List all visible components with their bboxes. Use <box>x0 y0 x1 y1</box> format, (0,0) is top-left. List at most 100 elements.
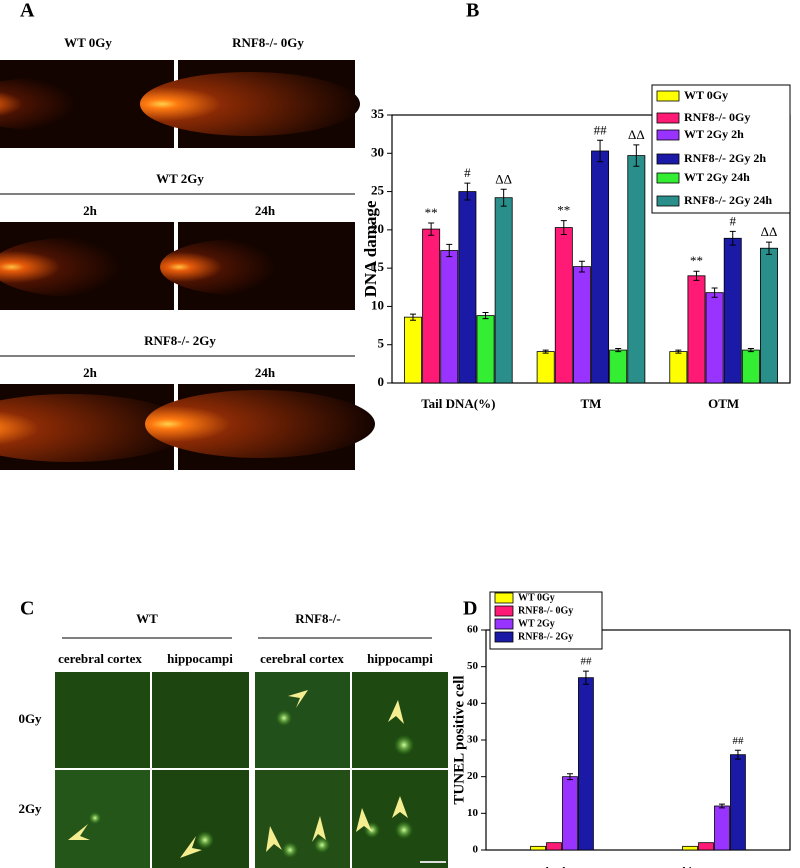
legend-label: RNF8-/- 2Gy 2h <box>684 151 766 165</box>
bar <box>536 351 555 384</box>
significance-label: ΔΔ <box>761 224 778 239</box>
panel-label: D <box>463 598 477 620</box>
group-label: WT 2Gy <box>156 171 204 186</box>
bar <box>422 228 441 384</box>
legend-label: WT 2Gy <box>518 618 555 629</box>
legend-label: WT 0Gy <box>518 592 555 603</box>
bar <box>669 351 688 384</box>
bar <box>730 754 746 851</box>
error-bar <box>693 270 700 281</box>
bar <box>760 247 778 384</box>
y-tick-label: 30 <box>371 144 384 159</box>
significance-label: ** <box>690 253 703 268</box>
column-label: 2h <box>83 365 98 380</box>
legend-label: RNF8-/- 0Gy <box>518 605 573 616</box>
legend-swatch <box>494 592 514 604</box>
error-bar <box>747 348 754 353</box>
legend-label: RNF8-/- 0Gy <box>684 110 750 124</box>
group-label: RNF8-/- <box>295 611 341 626</box>
bar <box>572 266 591 384</box>
error-bar <box>482 312 489 320</box>
significance-label: ## <box>580 656 592 668</box>
bar <box>458 191 477 384</box>
error-bar <box>582 670 589 685</box>
error-bar <box>560 220 567 235</box>
x-tick-label: Tail DNA(%) <box>421 396 495 411</box>
column-label: 2h <box>83 203 98 218</box>
bar <box>723 237 742 384</box>
error-bar <box>566 773 573 781</box>
bar <box>476 315 495 384</box>
tunel-images <box>55 672 448 868</box>
legend-label: RNF8-/- 2Gy 24h <box>684 193 772 207</box>
group-label: WT <box>136 611 158 626</box>
legend-swatch <box>494 618 514 630</box>
y-tick-label: 10 <box>371 297 384 312</box>
error-bar <box>542 349 549 354</box>
legend-label: RNF8-/- 2Gy <box>518 631 573 642</box>
legend-swatch <box>494 605 514 617</box>
panel-label: B <box>466 0 479 22</box>
bar <box>682 845 698 851</box>
column-label: 24h <box>255 365 276 380</box>
error-bar <box>734 749 741 760</box>
bar <box>714 805 730 851</box>
bar <box>404 316 422 384</box>
legend-label: WT 2Gy 24h <box>684 170 750 184</box>
error-bar <box>410 313 417 321</box>
bar <box>741 349 760 384</box>
error-bar <box>765 241 772 255</box>
y-axis-label: TUNEL positive cell <box>451 675 467 804</box>
legend-swatch <box>656 172 680 184</box>
significance-label: # <box>464 165 471 180</box>
y-tick-label: 10 <box>467 807 479 819</box>
bar <box>591 150 610 384</box>
y-tick-label: 30 <box>467 734 479 746</box>
bar <box>627 155 646 384</box>
x-tick-label: TM <box>581 396 602 411</box>
significance-label: ** <box>557 203 570 218</box>
y-tick-label: 5 <box>378 336 385 351</box>
y-tick-label: 60 <box>467 624 479 636</box>
bar <box>578 677 594 851</box>
legend-label: WT 2Gy 2h <box>684 127 744 141</box>
row-label: 2Gy <box>18 801 42 816</box>
error-bar <box>597 139 604 163</box>
error-bar <box>428 222 435 236</box>
x-tick-label: OTM <box>708 396 739 411</box>
comet-images <box>0 60 375 470</box>
panel-label: A <box>20 0 35 22</box>
legend-swatch <box>656 129 680 141</box>
y-tick-label: 0 <box>473 844 479 856</box>
y-tick-label: 15 <box>371 259 385 274</box>
legend-box <box>651 84 791 214</box>
row-label: 0Gy <box>18 711 42 726</box>
x-tick-label: hippocampus <box>683 866 747 868</box>
error-bar <box>464 182 471 201</box>
y-tick-label: 25 <box>371 183 385 198</box>
y-tick-label: 20 <box>467 770 479 782</box>
y-tick-label: 35 <box>371 106 385 121</box>
error-bar <box>500 188 507 207</box>
error-bar <box>446 243 453 258</box>
column-label: hippocampi <box>167 651 233 666</box>
bar <box>546 842 562 851</box>
bar <box>562 776 578 851</box>
y-tick-label: 50 <box>467 660 479 672</box>
bar <box>698 842 714 851</box>
significance-label: ## <box>594 122 608 137</box>
column-label: RNF8-/- 0Gy <box>232 35 304 50</box>
bar <box>494 197 513 384</box>
legend-swatch <box>656 195 680 207</box>
error-bar <box>615 348 622 353</box>
error-bar <box>729 230 736 246</box>
error-bar <box>711 287 718 298</box>
error-bar <box>578 260 585 273</box>
legend-label: WT 0Gy <box>684 88 728 102</box>
error-bar <box>675 349 682 354</box>
column-label: 24h <box>255 203 276 218</box>
bar <box>705 292 724 384</box>
x-tick-label: cerebral cortex <box>527 866 598 868</box>
legend-swatch <box>656 90 680 102</box>
significance-label: ΔΔ <box>495 171 512 186</box>
